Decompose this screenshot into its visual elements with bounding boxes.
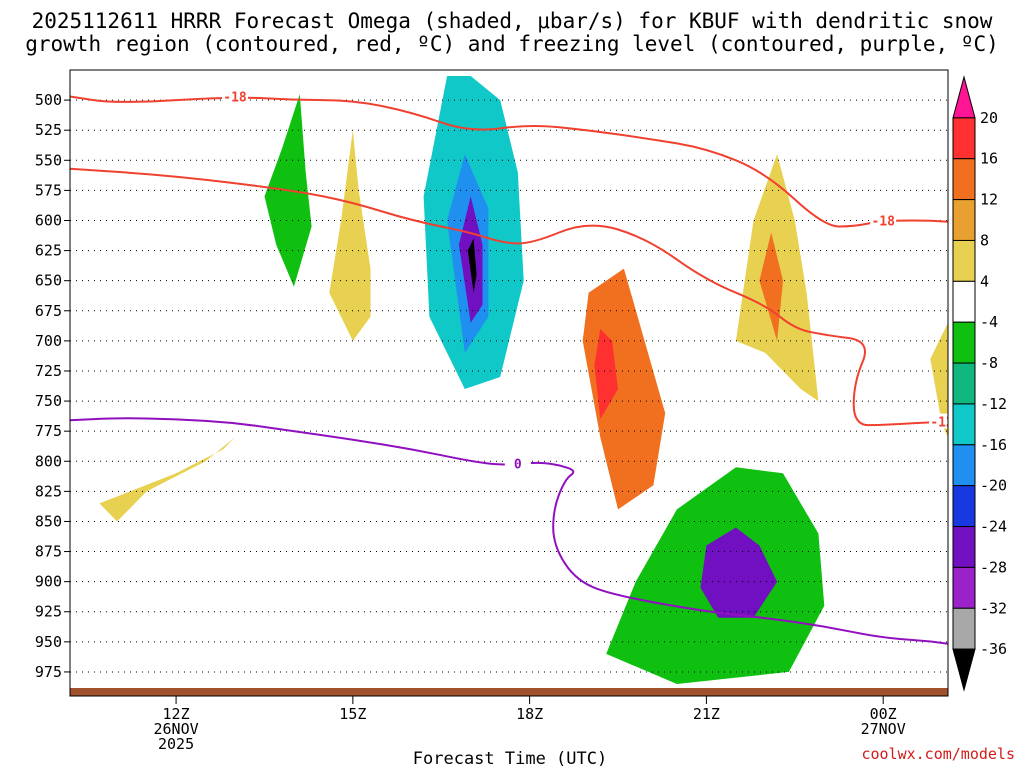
y-tick-label-975: 975 bbox=[35, 663, 62, 681]
contour-0 bbox=[70, 417, 948, 645]
colorbar-swatch-4 bbox=[952, 239, 976, 282]
colorbar-swatch-13 bbox=[952, 607, 976, 650]
purple-lower-21z bbox=[700, 527, 778, 618]
title-line-2: growth region (contoured, red, ºC) and f… bbox=[25, 32, 999, 56]
x-tick-label-21-0: 21Z bbox=[693, 705, 720, 723]
pressure-grid bbox=[70, 99, 948, 673]
colorbar-label--12: -12 bbox=[980, 395, 1007, 413]
x-tick-label-12-0: 12Z bbox=[163, 705, 190, 723]
title-line-1: 2025112611 HRRR Forecast Omega (shaded, … bbox=[32, 9, 993, 33]
colorbar-swatch-8 bbox=[952, 403, 976, 446]
contour-label--18-0: -18 bbox=[223, 90, 247, 105]
colorbar-swatch-5 bbox=[952, 280, 976, 323]
y-tick-label-800: 800 bbox=[35, 452, 62, 470]
x-tick-label-24-1: 27NOV bbox=[861, 720, 906, 738]
contour--12 bbox=[70, 167, 948, 427]
contour-label-bg--18-1 bbox=[870, 212, 897, 228]
colorbar: 20 16 12 8 4 -4 -8 -12 -16 -20 -24 -28 -32 -36 bbox=[952, 75, 1007, 692]
colorbar-label--32: -32 bbox=[980, 599, 1007, 617]
colorbar-label-20: 20 bbox=[980, 109, 998, 127]
y-tick-label-900: 900 bbox=[35, 573, 62, 591]
y-tick-label-850: 850 bbox=[35, 512, 62, 530]
contour-label-bg-0-0 bbox=[504, 455, 531, 471]
red-ascent-core-19z bbox=[594, 328, 618, 420]
colorbar-swatch-7 bbox=[952, 362, 976, 405]
colorbar-label--8: -8 bbox=[980, 354, 998, 372]
x-axis-label: Forecast Time (UTC) bbox=[413, 749, 607, 768]
colorbar-label--36: -36 bbox=[980, 640, 1007, 658]
y-tick-label-525: 525 bbox=[35, 121, 62, 139]
x-tick-label-12-1: 26NOV bbox=[153, 720, 198, 738]
y-axis: 500 525 550 575 600 625 650 675 700 725 750 775 800 8… bbox=[35, 91, 70, 681]
y-tick-label-775: 775 bbox=[35, 422, 62, 440]
colorbar-swatch-0 bbox=[952, 75, 976, 119]
y-tick-label-925: 925 bbox=[35, 603, 62, 621]
y-tick-label-500: 500 bbox=[35, 91, 62, 109]
y-tick-label-950: 950 bbox=[35, 633, 62, 651]
y-tick-label-700: 700 bbox=[35, 332, 62, 350]
colorbar-label-4: 4 bbox=[980, 272, 989, 290]
colorbar-label--24: -24 bbox=[980, 518, 1007, 536]
ground-strip bbox=[70, 688, 948, 696]
y-tick-label-725: 725 bbox=[35, 362, 62, 380]
y-tick-label-650: 650 bbox=[35, 272, 62, 290]
contour-label-bg--18-0 bbox=[221, 88, 248, 104]
orange-ascent-19z bbox=[582, 268, 666, 510]
y-tick-label-750: 750 bbox=[35, 392, 62, 410]
colorbar-swatch-9 bbox=[952, 444, 976, 487]
lower-left-yellow-weak-ascent bbox=[99, 425, 247, 522]
colorbar-swatch-14 bbox=[952, 648, 976, 692]
mid-black-core-17z bbox=[467, 238, 477, 293]
y-tick-label-625: 625 bbox=[35, 242, 62, 260]
colorbar-label--16: -16 bbox=[980, 436, 1007, 454]
x-tick-label-12-2: 2025 bbox=[158, 735, 194, 753]
yellow-column-15z bbox=[329, 130, 371, 341]
y-tick-label-825: 825 bbox=[35, 482, 62, 500]
y-tick-label-550: 550 bbox=[35, 151, 62, 169]
x-tick-label-18-0: 18Z bbox=[516, 705, 543, 723]
plot-frame bbox=[69, 69, 949, 697]
y-tick-label-575: 575 bbox=[35, 181, 62, 199]
x-tick-label-24-0: 00Z bbox=[870, 705, 897, 723]
colorbar-swatch-10 bbox=[952, 485, 976, 528]
colorbar-label--20: -20 bbox=[980, 477, 1007, 495]
colorbar-swatch-1 bbox=[952, 117, 976, 160]
yellow-column-01z bbox=[930, 322, 948, 438]
contour-label--12-0: -12 bbox=[930, 416, 953, 431]
colorbar-label-8: 8 bbox=[980, 231, 989, 249]
x-axis: 12Z26NOV202515Z18Z21Z00Z27NOV03Z bbox=[153, 696, 906, 753]
contour--18 bbox=[70, 95, 948, 228]
colorbar-label-12: 12 bbox=[980, 191, 998, 209]
credit-text: coolwx.com/models bbox=[861, 745, 1015, 763]
y-tick-label-875: 875 bbox=[35, 543, 62, 561]
contour-label-bg--12-0 bbox=[929, 413, 948, 429]
contour-label--18-1: -18 bbox=[871, 214, 895, 229]
contour-label-0-0: 0 bbox=[514, 458, 522, 473]
colorbar-swatch-3 bbox=[952, 199, 976, 241]
y-tick-label-600: 600 bbox=[35, 211, 62, 229]
colorbar-swatch-2 bbox=[952, 158, 976, 201]
colorbar-label-16: 16 bbox=[980, 150, 998, 168]
colorbar-label--28: -28 bbox=[980, 558, 1007, 576]
y-tick-label-675: 675 bbox=[35, 302, 62, 320]
omega-shading bbox=[99, 76, 948, 684]
x-tick-label-15-0: 15Z bbox=[339, 705, 366, 723]
colorbar-swatch-11 bbox=[952, 526, 976, 568]
colorbar-swatch-6 bbox=[952, 321, 976, 364]
colorbar-swatch-12 bbox=[952, 566, 976, 609]
colorbar-label--4: -4 bbox=[980, 313, 998, 331]
